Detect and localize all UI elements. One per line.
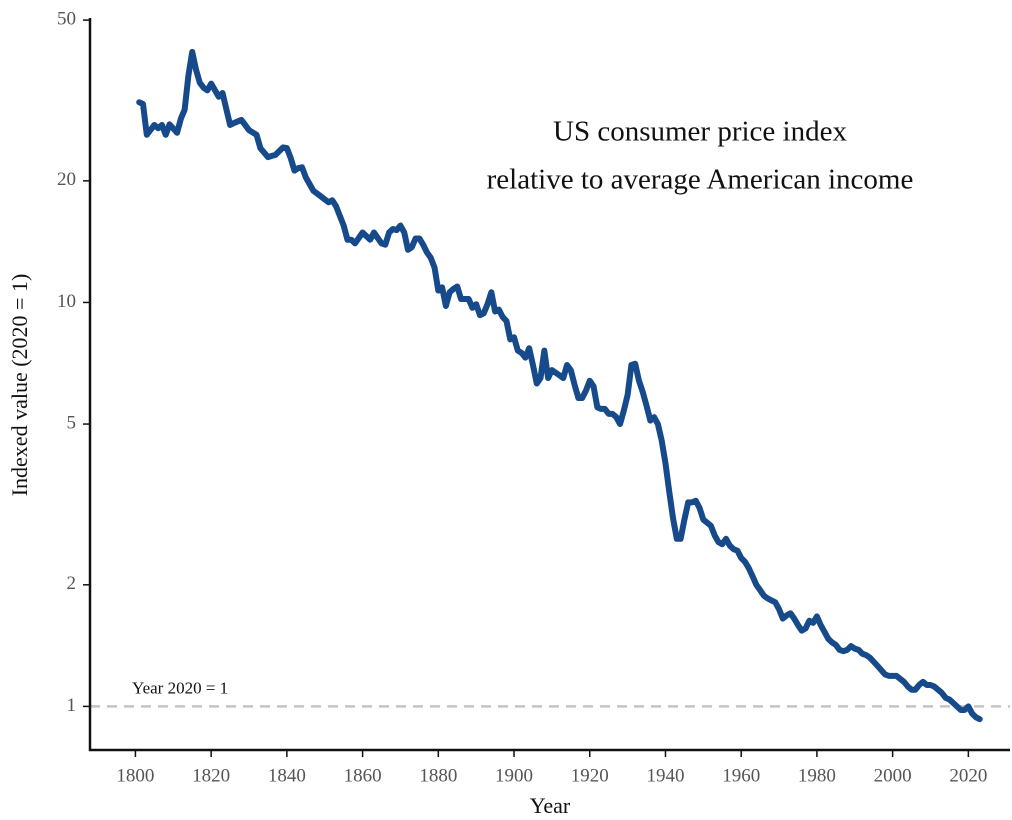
x-tick-label: 1880 [419,765,457,786]
y-axis-label: Indexed value (2020 = 1) [7,274,32,497]
x-tick-label: 1800 [116,765,154,786]
y-tick-label: 5 [67,412,77,433]
y-tick-label: 50 [57,8,76,29]
x-tick-label: 1920 [571,765,609,786]
x-tick-label: 1860 [344,765,382,786]
x-tick-label: 2020 [949,765,987,786]
y-tick-label: 1 [67,695,77,716]
y-tick-label: 10 [57,291,76,312]
x-tick-label: 1940 [646,765,684,786]
x-tick-label: 1900 [495,765,533,786]
chart-title: relative to average American income [487,164,914,196]
x-tick-label: 1840 [268,765,306,786]
x-tick-label: 2000 [874,765,912,786]
x-tick-label: 1820 [192,765,230,786]
reference-label: Year 2020 = 1 [132,678,228,697]
y-tick-label: 2 [67,573,77,594]
x-axis-label: Year [530,793,571,818]
data-line [136,48,983,723]
x-tick-label: 1960 [722,765,760,786]
chart-title: US consumer price index [553,116,847,148]
x-tick-label: 1980 [798,765,836,786]
y-tick-label: 20 [57,169,76,190]
